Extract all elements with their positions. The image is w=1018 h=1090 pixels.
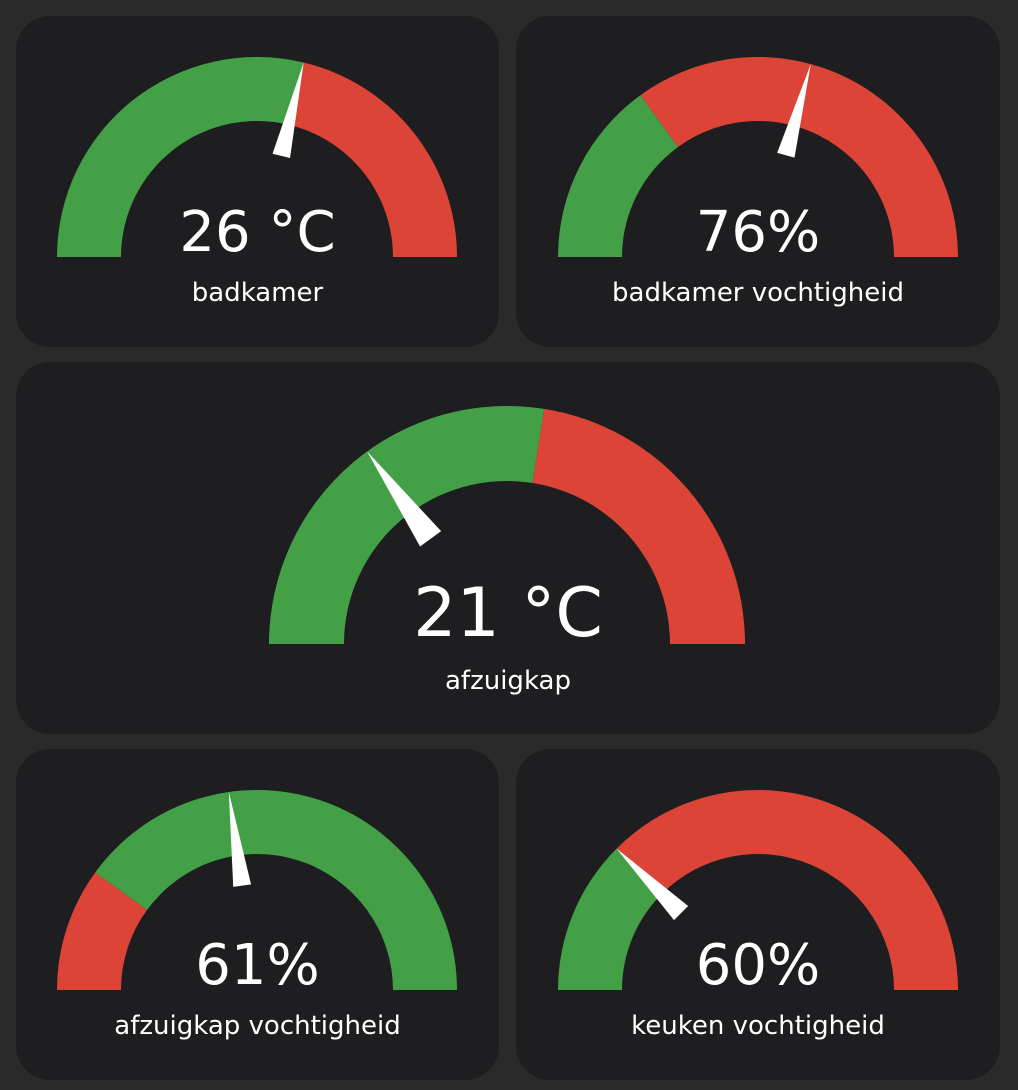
- gauge-segment-green: [269, 406, 545, 644]
- gauge-keuken-vochtigheid: [558, 790, 958, 990]
- gauge-badkamer: [57, 56, 457, 257]
- gauge-segment-green: [558, 95, 679, 258]
- gauge-needle: [367, 451, 442, 547]
- gauge-segment-red: [616, 790, 958, 990]
- gauge-afzuigkap-vochtigheid: [57, 790, 458, 990]
- gauge-needle: [616, 848, 689, 921]
- gauge-label-badkamer: badkamer: [191, 278, 324, 308]
- gauge-segment-green: [57, 56, 304, 257]
- gauge-label-badkamer-vochtigheid: badkamer vochtigheid: [612, 278, 904, 308]
- gauge-badkamer-vochtigheid: [558, 57, 958, 258]
- gauge-segment-red: [640, 57, 958, 258]
- gauge-card-afzuigkap-vochtigheid[interactable]: 61% afzuigkap vochtigheid: [16, 749, 499, 1080]
- gauge-segment-red: [532, 408, 745, 644]
- gauge-needle: [272, 62, 304, 158]
- gauge-segment-red: [57, 872, 147, 990]
- gauge-value-afzuigkap-vochtigheid: 61%: [195, 933, 320, 998]
- gauge-label-afzuigkap-vochtigheid: afzuigkap vochtigheid: [114, 1011, 401, 1041]
- gauge-label-afzuigkap: afzuigkap: [445, 666, 571, 696]
- gauge-card-keuken-vochtigheid[interactable]: 60% keuken vochtigheid: [516, 749, 1000, 1080]
- gauge-card-afzuigkap[interactable]: 21 °C afzuigkap: [16, 362, 1000, 734]
- gauge-value-afzuigkap: 21 °C: [413, 574, 603, 653]
- gauge-value-keuken-vochtigheid: 60%: [695, 933, 821, 998]
- gauge-afzuigkap: [269, 406, 745, 644]
- gauge-label-keuken-vochtigheid: keuken vochtigheid: [631, 1011, 885, 1041]
- gauge-value-badkamer-vochtigheid: 76%: [695, 200, 821, 265]
- gauge-needle: [777, 64, 811, 158]
- gauge-value-badkamer: 26 °C: [179, 200, 336, 265]
- gauge-segment-green: [558, 848, 662, 990]
- gauge-segment-red: [288, 62, 457, 257]
- gauge-card-badkamer[interactable]: 26 °C badkamer: [16, 16, 499, 347]
- gauge-needle: [228, 791, 252, 887]
- gauge-card-badkamer-vochtigheid[interactable]: 76% badkamer vochtigheid: [516, 16, 1000, 347]
- gauge-segment-green: [95, 790, 458, 990]
